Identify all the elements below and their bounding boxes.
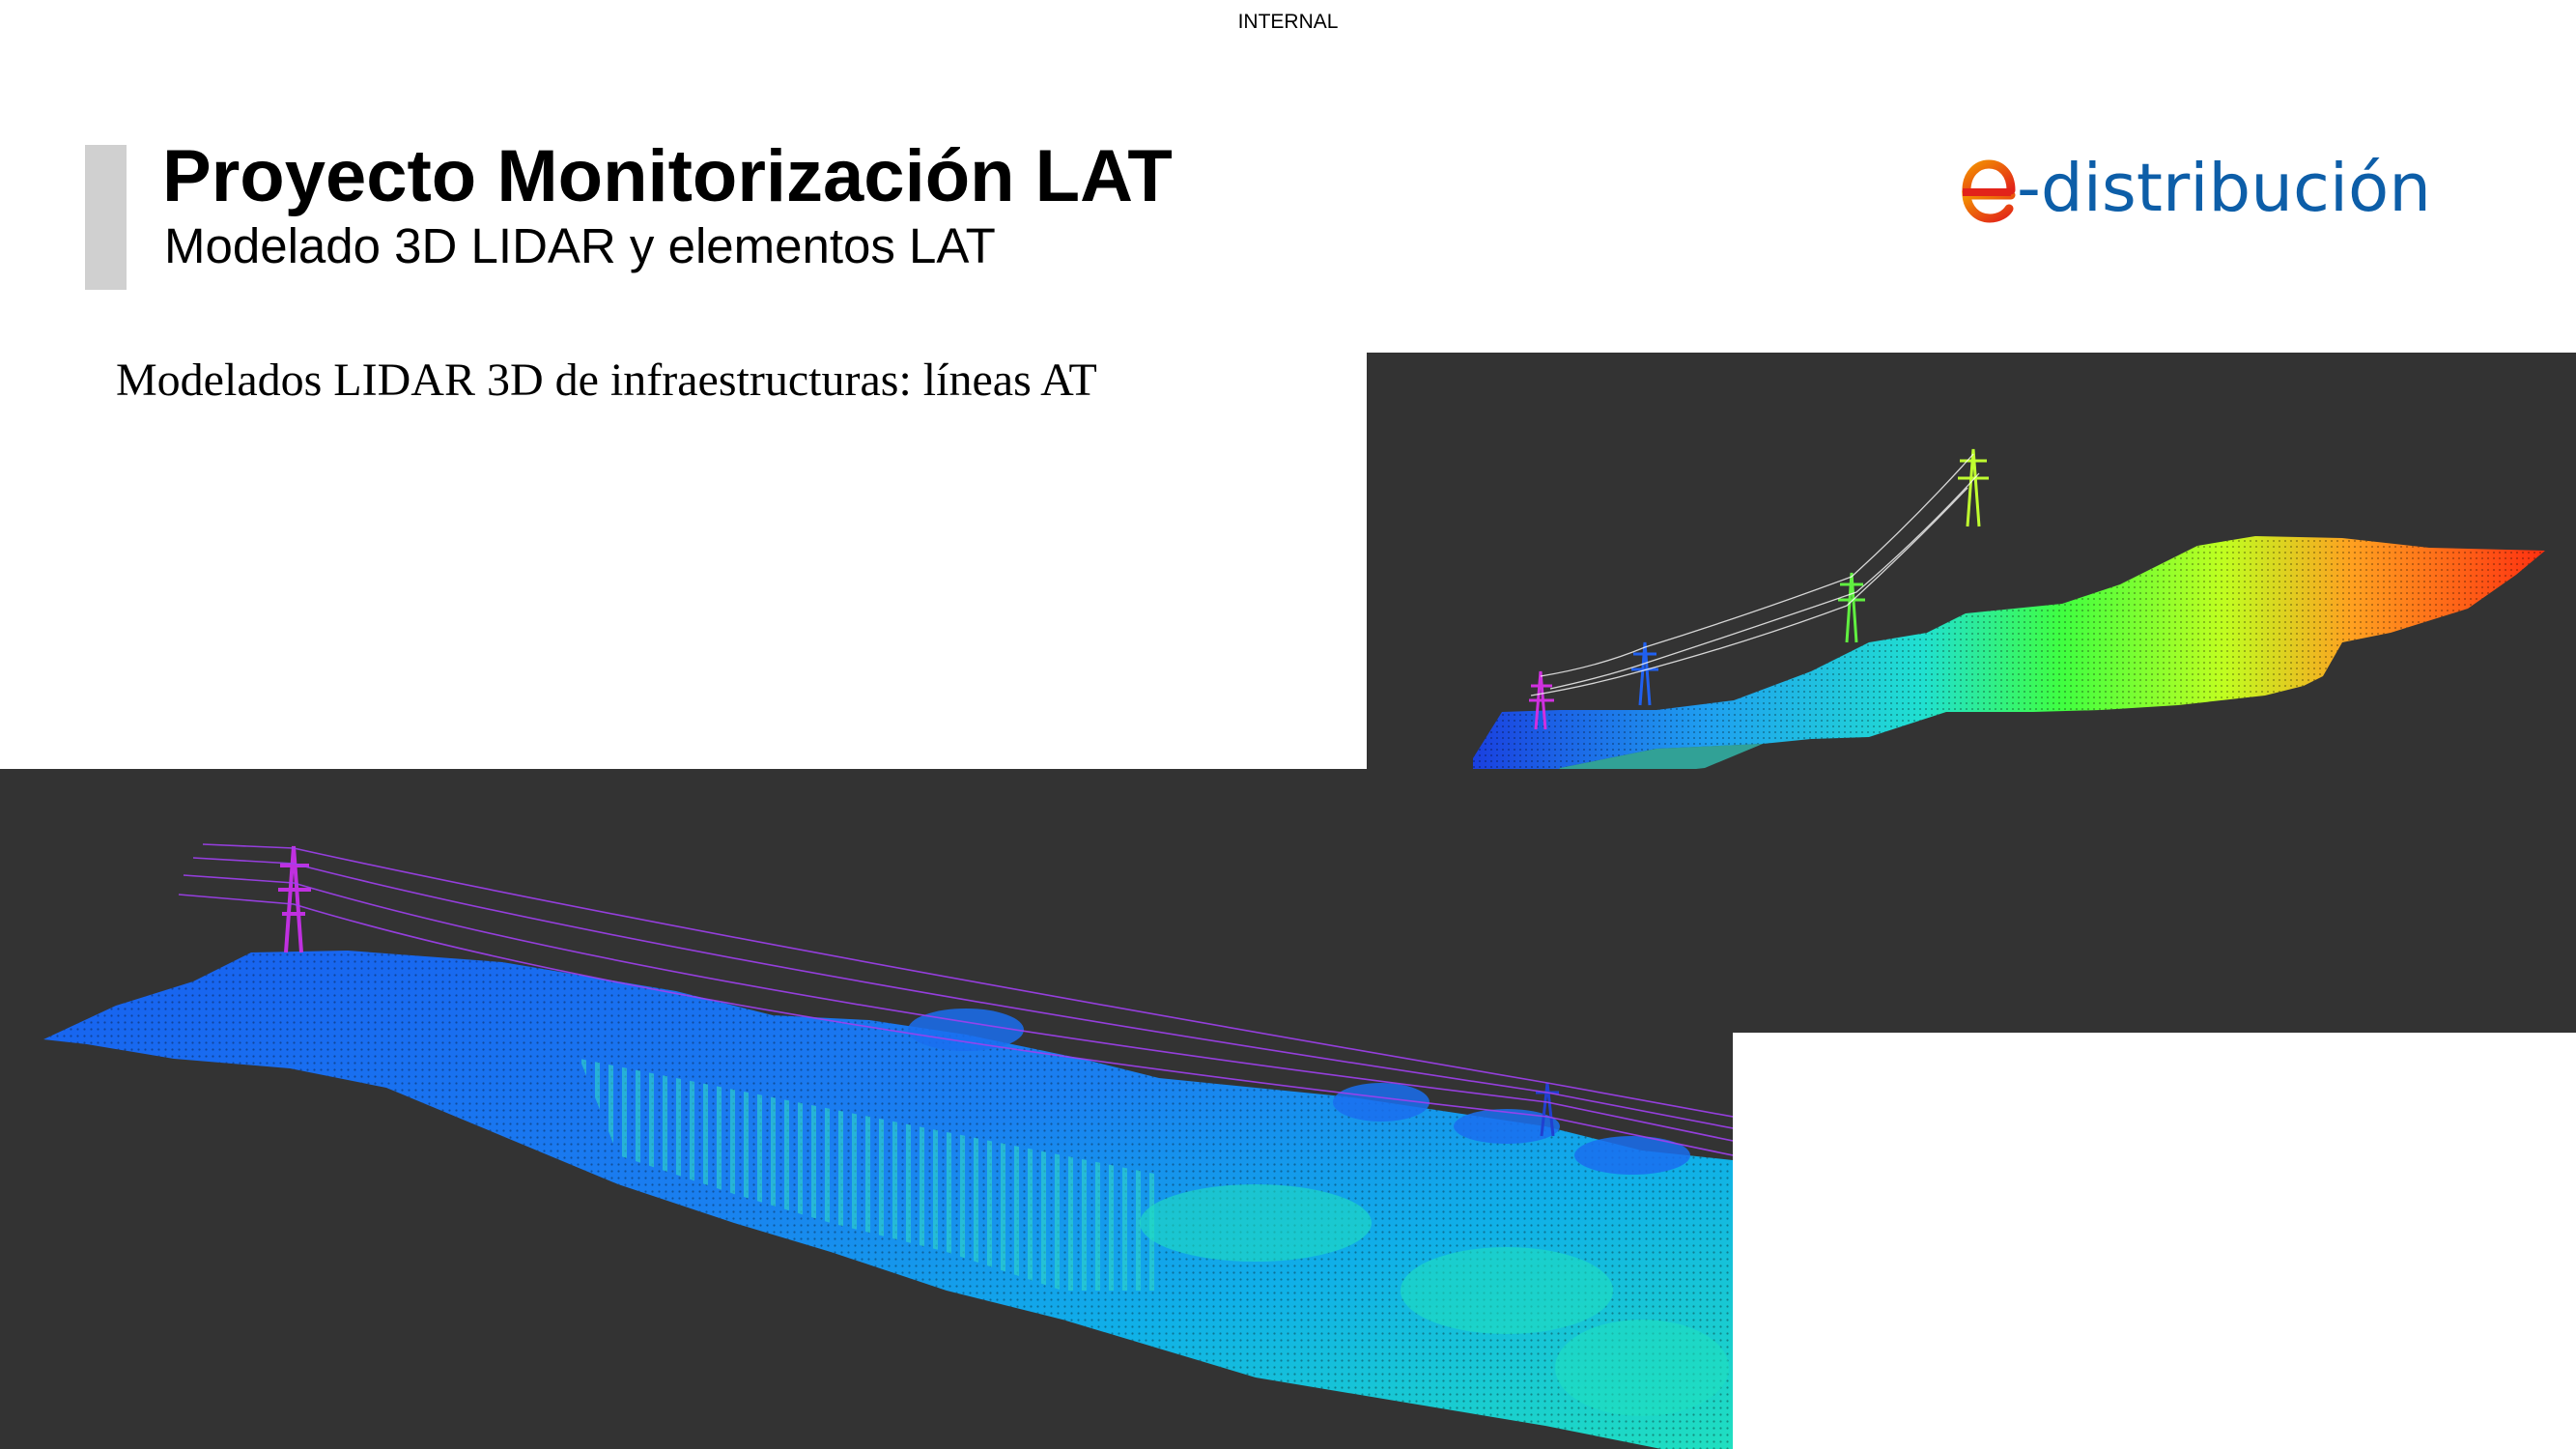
page-title: Proyecto Monitorización LAT xyxy=(162,135,1173,217)
classification-label: INTERNAL xyxy=(1237,11,1339,33)
section-heading: Modelados LIDAR 3D de infraestructuras: … xyxy=(116,355,1097,406)
page-subtitle: Modelado 3D LIDAR y elementos LAT xyxy=(164,218,996,273)
point-cloud-detail-graphic xyxy=(43,843,1733,1449)
logo-e-mark xyxy=(1962,159,2016,223)
tower-icon xyxy=(278,845,311,953)
e-distribucion-logo: -distribución xyxy=(1953,145,2475,232)
tower-icon xyxy=(1529,670,1554,730)
logo-wordmark: -distribución xyxy=(2017,150,2431,227)
title-accent-bar xyxy=(85,145,127,290)
lidar-point-cloud-detail xyxy=(0,769,1733,1449)
